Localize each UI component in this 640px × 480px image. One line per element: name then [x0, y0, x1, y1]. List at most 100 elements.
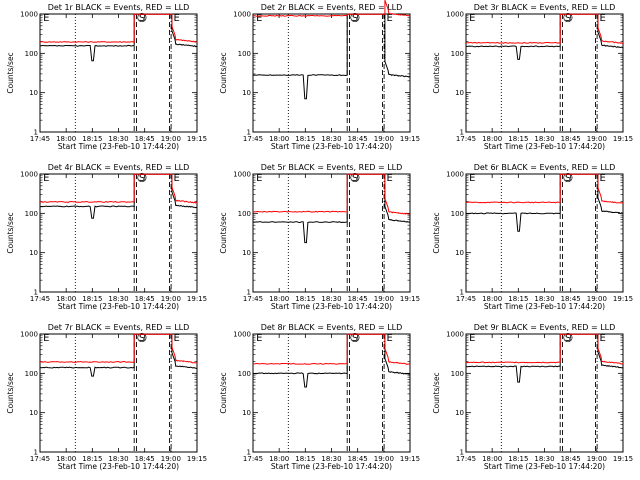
x-tick-label: 19:00 — [161, 455, 181, 463]
y-axis-label: Counts/sec — [432, 212, 441, 253]
x-tick-label: 18:15 — [82, 455, 102, 463]
x-tick-label: 19:15 — [400, 295, 420, 303]
x-tick-label: 18:15 — [508, 455, 528, 463]
x-tick-label: 18:45 — [561, 135, 581, 143]
x-tick-label: 19:00 — [161, 135, 181, 143]
x-tick-label: 18:00 — [482, 135, 502, 143]
x-tick-label: 18:15 — [82, 295, 102, 303]
event-marker: E — [386, 13, 392, 24]
y-tick-label: 10 — [242, 409, 251, 417]
y-axis-label: Counts/sec — [432, 52, 441, 93]
x-tick-label: 18:00 — [482, 295, 502, 303]
lld-series-line — [252, 333, 411, 365]
panel-title: Det 2r BLACK = Events, RED = LLD — [261, 3, 403, 12]
panel-title: Det 5r BLACK = Events, RED = LLD — [261, 163, 403, 172]
detector-panel: Det 3r BLACK = Events, RED = LLD 1 10 100 10… — [432, 3, 633, 151]
x-tick-label: 18:45 — [348, 135, 368, 143]
events-series-line — [40, 13, 198, 62]
y-tick-label: 10 — [29, 89, 38, 97]
x-axis-label: Start Time (23-Feb-10 17:44:20) — [271, 302, 392, 311]
y-tick-label: 100 — [25, 50, 38, 58]
x-tick-label: 19:00 — [374, 135, 394, 143]
x-tick-label: 17:45 — [30, 135, 50, 143]
y-tick-label: 100 — [25, 370, 38, 378]
marker-circle — [137, 12, 147, 23]
x-tick-label: 19:15 — [613, 135, 633, 143]
marker-circle — [350, 332, 360, 343]
y-tick-label: 1000 — [446, 11, 464, 19]
detector-panel: Det 6r BLACK = Events, RED = LLD 1 10 100 10… — [432, 163, 633, 311]
y-tick-label: 1 — [247, 289, 251, 297]
y-tick-label: 1000 — [20, 331, 38, 339]
event-marker: S — [565, 333, 571, 344]
event-marker: E — [256, 333, 262, 344]
x-tick-label: 18:15 — [295, 455, 315, 463]
x-axis-label: Start Time (23-Feb-10 17:44:20) — [58, 462, 179, 471]
panel-title: Det 6r BLACK = Events, RED = LLD — [474, 163, 616, 172]
y-tick-label: 1 — [247, 129, 251, 137]
x-tick-label: 19:15 — [400, 455, 420, 463]
event-marker: E — [469, 333, 475, 344]
x-tick-label: 19:15 — [187, 455, 207, 463]
event-marker: E — [173, 173, 179, 184]
y-tick-label: 1000 — [233, 331, 251, 339]
lld-series-line — [465, 13, 624, 44]
event-marker: S — [352, 173, 358, 184]
event-marker: E — [386, 173, 392, 184]
y-tick-label: 10 — [242, 89, 251, 97]
event-marker: S — [565, 13, 571, 24]
x-tick-label: 19:00 — [587, 295, 607, 303]
marker-circle — [563, 332, 573, 343]
y-tick-label: 1 — [460, 129, 464, 137]
y-tick-label: 1 — [34, 289, 38, 297]
detector-panel: Det 2r BLACK = Events, RED = LLD 1 10 100 10… — [219, 0, 420, 151]
x-axis-label: Start Time (23-Feb-10 17:44:20) — [58, 142, 179, 151]
y-tick-label: 1 — [247, 449, 251, 457]
x-axis-label: Start Time (23-Feb-10 17:44:20) — [484, 142, 605, 151]
x-tick-label: 17:45 — [243, 295, 263, 303]
events-series-line — [252, 13, 411, 100]
panel-title: Det 8r BLACK = Events, RED = LLD — [261, 323, 403, 332]
event-marker: S — [565, 173, 571, 184]
event-marker: E — [173, 13, 179, 24]
y-tick-label: 1000 — [446, 171, 464, 179]
x-tick-label: 17:45 — [456, 455, 476, 463]
x-tick-label: 18:00 — [56, 135, 76, 143]
event-marker: S — [139, 333, 145, 344]
detector-panel: Det 7r BLACK = Events, RED = LLD 1 10 100 10… — [6, 323, 207, 471]
panel-title: Det 1r BLACK = Events, RED = LLD — [48, 3, 190, 12]
x-axis-label: Start Time (23-Feb-10 17:44:20) — [484, 302, 605, 311]
y-axis-label: Counts/sec — [6, 212, 15, 253]
y-tick-label: 100 — [451, 50, 464, 58]
y-axis-label: Counts/sec — [6, 372, 15, 413]
x-tick-label: 18:45 — [135, 135, 155, 143]
y-tick-label: 100 — [238, 50, 251, 58]
y-tick-label: 1 — [460, 449, 464, 457]
y-tick-label: 1 — [34, 449, 38, 457]
x-tick-label: 19:00 — [374, 295, 394, 303]
events-series-line — [252, 333, 411, 388]
event-marker: E — [599, 333, 605, 344]
x-tick-label: 18:30 — [321, 455, 341, 463]
panel-title: Det 3r BLACK = Events, RED = LLD — [474, 3, 616, 12]
x-tick-label: 19:00 — [587, 455, 607, 463]
x-tick-label: 18:45 — [135, 455, 155, 463]
x-tick-label: 19:00 — [587, 135, 607, 143]
x-tick-label: 18:00 — [482, 455, 502, 463]
x-tick-label: 19:15 — [187, 135, 207, 143]
x-tick-label: 18:30 — [321, 295, 341, 303]
x-tick-label: 17:45 — [30, 455, 50, 463]
lld-series-line — [39, 13, 198, 43]
event-marker: E — [386, 333, 392, 344]
y-tick-label: 1000 — [233, 171, 251, 179]
x-tick-label: 18:00 — [56, 455, 76, 463]
x-tick-label: 18:30 — [534, 295, 554, 303]
y-tick-label: 1000 — [20, 171, 38, 179]
x-tick-label: 18:30 — [321, 135, 341, 143]
x-tick-label: 18:45 — [561, 455, 581, 463]
y-tick-label: 10 — [455, 89, 464, 97]
event-marker: E — [43, 13, 49, 24]
event-marker: E — [43, 333, 49, 344]
y-tick-label: 1000 — [446, 331, 464, 339]
marker-circle — [137, 172, 147, 183]
